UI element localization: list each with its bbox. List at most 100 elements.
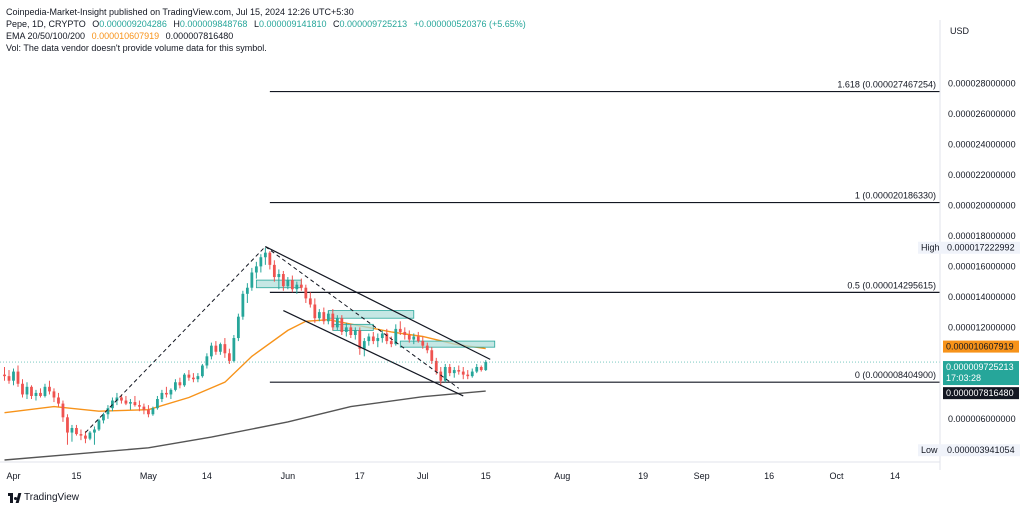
candle[interactable] bbox=[102, 412, 105, 424]
candle[interactable] bbox=[218, 342, 222, 355]
candle[interactable] bbox=[209, 342, 213, 360]
candle[interactable] bbox=[466, 370, 470, 380]
candle[interactable] bbox=[61, 400, 65, 422]
candle[interactable] bbox=[236, 313, 240, 342]
candle[interactable] bbox=[457, 365, 461, 375]
candle[interactable] bbox=[317, 309, 321, 322]
candle[interactable] bbox=[295, 281, 299, 294]
candle[interactable] bbox=[165, 386, 168, 398]
candle[interactable] bbox=[385, 328, 389, 345]
candle[interactable] bbox=[461, 367, 465, 380]
candle[interactable] bbox=[124, 395, 128, 406]
candle[interactable] bbox=[254, 261, 258, 279]
candle[interactable] bbox=[30, 385, 33, 400]
candle[interactable] bbox=[52, 388, 56, 403]
price-label-high[interactable]: High 0.000017222992 bbox=[918, 241, 1020, 254]
candle[interactable] bbox=[380, 330, 384, 343]
symbol-label[interactable]: Pepe, 1D, CRYPTO bbox=[6, 19, 86, 29]
candle[interactable] bbox=[183, 373, 186, 387]
candle[interactable] bbox=[425, 342, 429, 354]
candle[interactable] bbox=[12, 368, 15, 386]
candle[interactable] bbox=[156, 395, 159, 410]
candle[interactable] bbox=[48, 380, 51, 395]
candle[interactable] bbox=[75, 424, 78, 436]
candle[interactable] bbox=[245, 283, 249, 303]
candle[interactable] bbox=[227, 348, 231, 364]
candle[interactable] bbox=[290, 275, 294, 293]
candle[interactable] bbox=[371, 331, 375, 345]
candle[interactable] bbox=[84, 431, 87, 444]
candle[interactable] bbox=[205, 353, 209, 369]
candle[interactable] bbox=[200, 363, 204, 378]
candle[interactable] bbox=[7, 370, 11, 384]
candle[interactable] bbox=[43, 383, 47, 398]
candle[interactable] bbox=[232, 334, 236, 363]
candle[interactable] bbox=[439, 367, 443, 386]
candle[interactable] bbox=[308, 292, 312, 308]
zone-3[interactable] bbox=[332, 323, 374, 331]
candle[interactable] bbox=[326, 310, 330, 325]
candle[interactable] bbox=[340, 315, 344, 335]
candle[interactable] bbox=[421, 336, 425, 349]
channel-lower[interactable] bbox=[283, 310, 464, 397]
candle[interactable] bbox=[34, 389, 38, 401]
candle[interactable] bbox=[367, 333, 371, 346]
price-label-ema-slow[interactable]: 0.000007816480 bbox=[943, 387, 1019, 400]
candle[interactable] bbox=[223, 338, 227, 358]
candle[interactable] bbox=[178, 377, 182, 389]
candle[interactable] bbox=[111, 397, 114, 412]
candle[interactable] bbox=[133, 395, 137, 407]
candle[interactable] bbox=[250, 267, 254, 291]
candle[interactable] bbox=[484, 360, 488, 371]
candle[interactable] bbox=[3, 367, 6, 381]
candle[interactable] bbox=[452, 367, 456, 378]
dashed-descent[interactable] bbox=[265, 246, 460, 389]
candle[interactable] bbox=[358, 327, 362, 355]
candle[interactable] bbox=[403, 327, 407, 340]
candle[interactable] bbox=[169, 388, 173, 400]
candle[interactable] bbox=[398, 321, 402, 335]
candle[interactable] bbox=[263, 247, 267, 265]
candle[interactable] bbox=[268, 251, 272, 270]
channel-upper[interactable] bbox=[265, 246, 491, 360]
candle[interactable] bbox=[16, 365, 20, 387]
candle[interactable] bbox=[93, 426, 96, 445]
candle[interactable] bbox=[448, 363, 452, 377]
ema-fast-line[interactable] bbox=[4, 318, 486, 414]
candle[interactable] bbox=[147, 405, 150, 418]
price-label-ema-fast[interactable]: 0.000010607919 bbox=[943, 340, 1019, 353]
candle[interactable] bbox=[470, 368, 474, 378]
ema-legend[interactable]: EMA 20/50/100/200 0.000010607919 0.00000… bbox=[6, 30, 237, 42]
candle[interactable] bbox=[88, 431, 92, 441]
candle[interactable] bbox=[322, 307, 326, 325]
candle[interactable] bbox=[281, 270, 285, 291]
candle[interactable] bbox=[70, 424, 74, 442]
candle[interactable] bbox=[353, 327, 357, 340]
candle[interactable] bbox=[443, 363, 447, 383]
candle[interactable] bbox=[407, 330, 411, 343]
candle[interactable] bbox=[151, 406, 155, 416]
candle[interactable] bbox=[129, 399, 132, 410]
candle[interactable] bbox=[416, 331, 420, 343]
candle[interactable] bbox=[187, 370, 191, 381]
dashed-rally[interactable] bbox=[85, 246, 266, 433]
candle[interactable] bbox=[335, 315, 339, 331]
currency-label[interactable]: USD bbox=[950, 26, 970, 36]
candle[interactable] bbox=[376, 333, 380, 348]
candle[interactable] bbox=[115, 392, 119, 406]
candle[interactable] bbox=[479, 365, 483, 372]
candle[interactable] bbox=[362, 338, 366, 357]
candle[interactable] bbox=[138, 400, 141, 412]
candle[interactable] bbox=[39, 388, 42, 398]
candle[interactable] bbox=[304, 284, 308, 303]
candle[interactable] bbox=[349, 324, 353, 339]
candle[interactable] bbox=[259, 254, 263, 273]
candle[interactable] bbox=[97, 418, 101, 432]
candle[interactable] bbox=[272, 260, 276, 282]
candle[interactable] bbox=[331, 309, 335, 331]
zone-4[interactable] bbox=[399, 340, 496, 348]
candle[interactable] bbox=[106, 405, 110, 419]
candle[interactable] bbox=[142, 403, 146, 415]
